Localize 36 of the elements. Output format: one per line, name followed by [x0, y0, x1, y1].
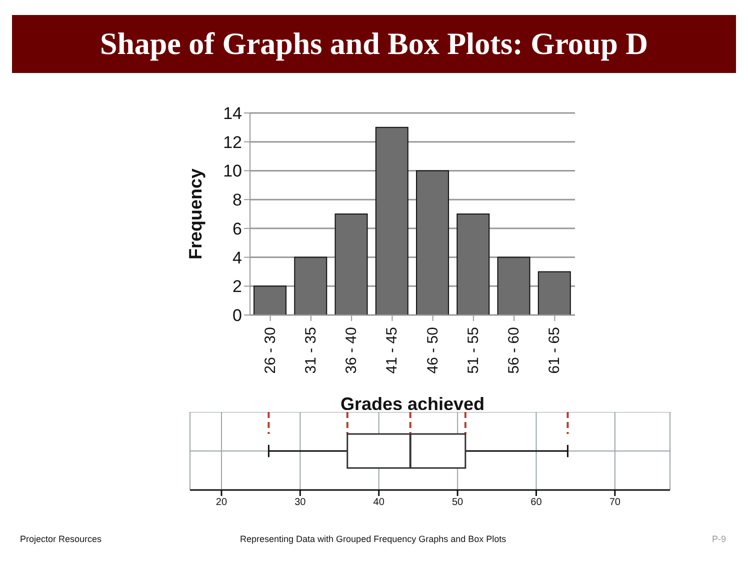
y-axis-title: Frequency — [185, 168, 206, 260]
y-tick-label: 6 — [232, 219, 242, 238]
bar — [334, 214, 368, 315]
x-tick-label: 61 - 65 — [546, 327, 564, 374]
text: P-9 — [712, 534, 726, 544]
bar — [375, 126, 408, 315]
y-tick-label: 0 — [232, 306, 242, 326]
chart-title: Shape of Graphs and Box Plots: Group D — [12, 15, 736, 73]
x-tick-label: 56 - 60 — [506, 327, 523, 374]
y-tick-label: 2 — [232, 277, 242, 296]
x-tick-label: 36 - 40 — [343, 327, 360, 374]
x-tick-label: 20 — [216, 497, 228, 508]
x-tick-label: 70 — [609, 497, 621, 508]
y-tick-label: 8 — [232, 190, 242, 210]
text: Projector Resources — [20, 534, 102, 544]
bar — [456, 214, 490, 315]
bar — [254, 286, 286, 315]
x-tick-label: 46 - 50 — [424, 327, 442, 374]
x-tick-label: 30 — [294, 497, 306, 508]
x-axis-title: Grades achieved — [340, 394, 485, 414]
x-tick-label: 41 - 45 — [384, 327, 401, 374]
bar — [416, 170, 449, 315]
y-tick-label: 10 — [223, 162, 242, 181]
text: Representing Data with Grouped Frequency Graphs and Box Plots — [240, 534, 506, 544]
y-tick-label: 14 — [223, 104, 242, 124]
x-tick-label: 26 - 30 — [262, 327, 279, 374]
x-tick-label: 50 — [452, 497, 464, 508]
bar — [538, 271, 571, 315]
x-tick-label: 31 - 35 — [302, 327, 320, 374]
bar — [497, 256, 530, 315]
x-tick-label: 60 — [530, 497, 542, 508]
bar — [294, 256, 328, 315]
x-tick-label: 51 - 55 — [464, 327, 482, 374]
x-tick-label: 40 — [373, 497, 385, 508]
y-tick-label: 12 — [223, 132, 242, 152]
y-tick-label: 4 — [232, 248, 242, 268]
